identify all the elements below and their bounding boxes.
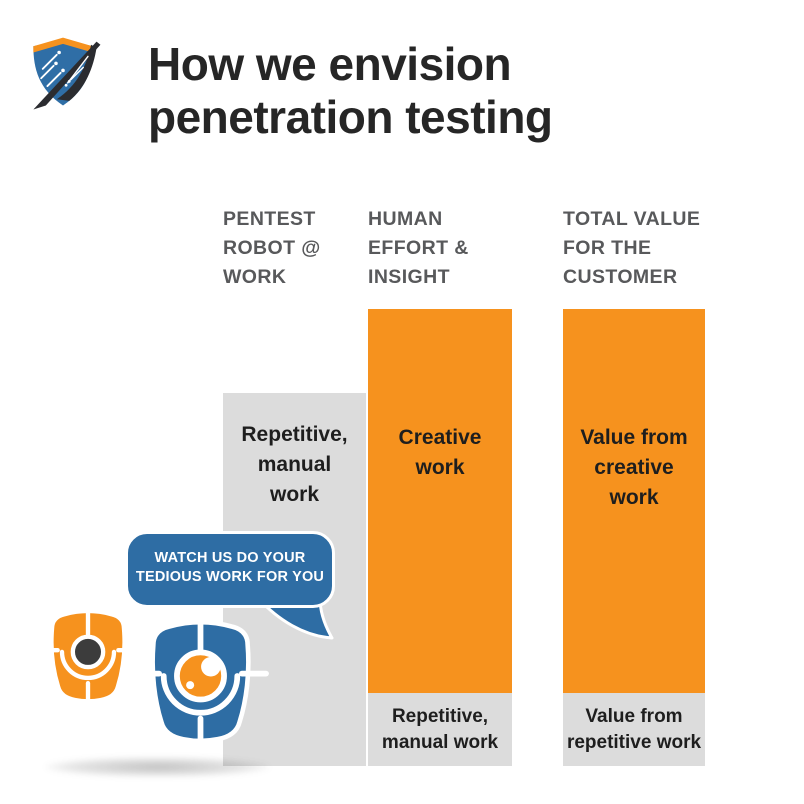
- bar-label-line: Repetitive,: [241, 423, 348, 446]
- page-title-line: penetration testing: [148, 91, 553, 143]
- bar-label-line: work: [415, 456, 465, 479]
- header-line: TOTAL VALUE: [563, 208, 701, 230]
- bar-label-line: Value from: [580, 426, 688, 449]
- bar-label-line: creative: [594, 456, 674, 479]
- bar-label-line: Creative: [398, 426, 482, 449]
- column-header-total-value: TOTAL VALUE FOR THE CUSTOMER: [563, 205, 723, 292]
- header-line: FOR THE: [563, 237, 652, 259]
- header-line: ROBOT @: [223, 237, 321, 259]
- bar-label-line: manual: [257, 453, 332, 476]
- column-header-pentest-robot: PENTEST ROBOT @ WORK: [223, 205, 363, 292]
- bar-label-line: Repetitive,: [391, 706, 489, 727]
- speech-bubble-line: WATCH US DO YOUR: [154, 550, 306, 566]
- bar-footer-value-from-repetitive-work: Value from repetitive work: [563, 693, 705, 766]
- bar-creative-work: Creative work: [368, 309, 512, 693]
- speech-bubble-line: TEDIOUS WORK FOR YOU: [135, 569, 325, 585]
- page-title-line: How we envision: [148, 38, 512, 90]
- header-line: INSIGHT: [368, 266, 450, 288]
- bar-value-from-creative-work: Value from creative work: [563, 309, 705, 693]
- orange-robot-mascot-icon: [36, 609, 140, 703]
- header-line: CUSTOMER: [563, 266, 678, 288]
- robots-shadow: [45, 757, 270, 777]
- speech-bubble-tail-icon: [256, 596, 334, 640]
- header-line: PENTEST: [223, 208, 316, 230]
- bar-label-line: work: [609, 486, 659, 509]
- shield-logo-icon: [33, 37, 101, 110]
- bar-label-line: Value from: [585, 706, 683, 727]
- header-line: EFFORT &: [368, 237, 469, 259]
- bar-footer-repetitive-manual-work: Repetitive, manual work: [368, 693, 512, 766]
- bar-label-line: manual work: [381, 732, 499, 753]
- bar-label-line: repetitive work: [566, 732, 702, 753]
- column-header-human-effort: HUMAN EFFORT & INSIGHT: [368, 205, 508, 292]
- blue-robot-mascot-icon: [132, 619, 269, 744]
- header-line: WORK: [223, 266, 287, 288]
- header-line: HUMAN: [368, 208, 443, 230]
- page-title: How we envision penetration testing: [148, 38, 688, 144]
- speech-bubble: WATCH US DO YOUR TEDIOUS WORK FOR YOU: [125, 531, 335, 608]
- bar-label-line: work: [269, 483, 319, 506]
